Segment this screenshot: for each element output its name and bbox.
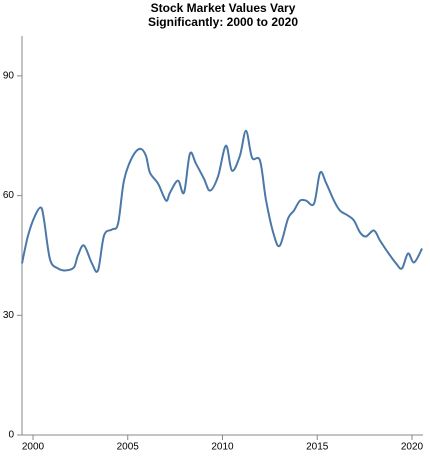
x-tick-label: 2015: [306, 442, 329, 453]
y-tick-label: 30: [3, 310, 15, 321]
x-tick-label: 2005: [117, 442, 140, 453]
y-tick-label: 0: [8, 430, 14, 441]
chart-title: Significantly: 2000 to 2020: [148, 15, 298, 29]
chart-title: Stock Market Values Vary: [151, 1, 296, 15]
y-tick-label: 60: [3, 190, 15, 201]
x-tick-label: 2020: [401, 442, 424, 453]
x-tick-label: 2010: [211, 442, 234, 453]
line: [21, 129, 423, 273]
y-tick-label: 90: [3, 71, 15, 82]
x-tick-label: 2000: [22, 442, 45, 453]
